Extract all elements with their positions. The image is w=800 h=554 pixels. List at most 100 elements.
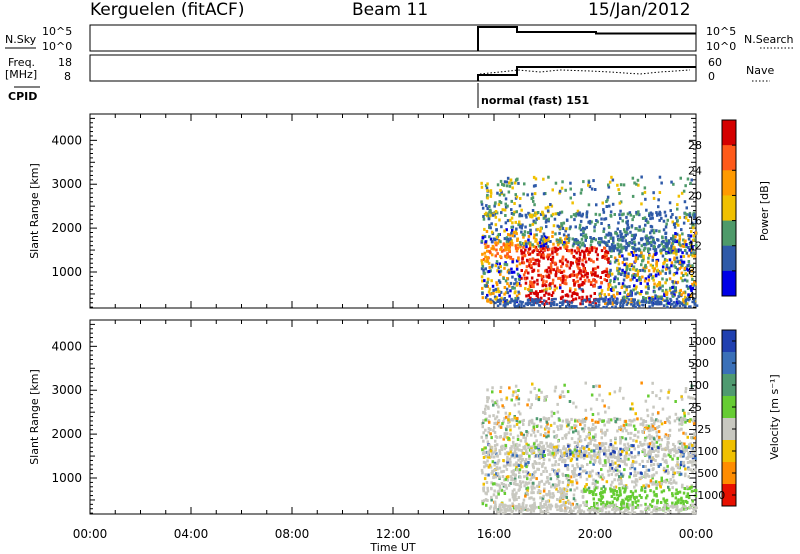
echo-cell <box>529 291 532 295</box>
echo-cell <box>584 233 588 237</box>
echo-cell <box>571 261 574 265</box>
echo-cell <box>633 243 637 247</box>
echo-cell <box>568 420 571 424</box>
echo-cell <box>603 446 607 450</box>
echo-cell <box>608 273 612 277</box>
echo-cell <box>491 253 494 257</box>
echo-cell <box>671 492 674 496</box>
echo-cell <box>603 452 606 456</box>
echo-cell <box>550 268 554 271</box>
echo-cell <box>648 214 651 217</box>
echo-cell <box>595 509 598 512</box>
echo-cell <box>540 390 543 394</box>
echo-cell <box>481 279 484 283</box>
echo-cell <box>565 424 569 428</box>
echo-cell <box>642 227 646 231</box>
echo-cell <box>521 223 524 227</box>
echo-cell <box>675 464 678 468</box>
echo-cell <box>600 281 603 285</box>
echo-cell <box>525 245 528 249</box>
echo-cell <box>617 238 621 242</box>
echo-cell <box>576 505 579 509</box>
echo-cell <box>570 294 574 298</box>
echo-cell <box>549 301 553 305</box>
echo-cell <box>504 202 507 206</box>
echo-cell <box>541 453 545 457</box>
echo-cell <box>543 503 546 506</box>
echo-cell <box>654 253 657 256</box>
echo-cell <box>502 437 505 441</box>
echo-cell <box>619 209 622 213</box>
echo-cell <box>570 457 574 461</box>
echo-cell <box>518 225 522 229</box>
echo-cell <box>498 503 502 507</box>
echo-cell <box>529 232 532 236</box>
echo-cell <box>595 305 598 308</box>
echo-cell <box>693 238 696 242</box>
echo-cell <box>633 418 636 422</box>
velocity-colorbar-label: Velocity [m s⁻¹] <box>768 374 781 459</box>
echo-cell <box>571 292 575 295</box>
echo-cell <box>502 406 506 409</box>
echo-cell <box>495 435 499 439</box>
echo-cell <box>574 280 577 284</box>
echo-cell <box>491 263 494 267</box>
echo-cell <box>486 489 490 493</box>
echo-cell <box>565 433 568 437</box>
echo-cell <box>516 438 520 441</box>
echo-cell <box>497 511 500 515</box>
echo-cell <box>662 497 665 501</box>
echo-cell <box>686 302 689 306</box>
echo-cell <box>630 303 633 306</box>
echo-cell <box>510 212 514 215</box>
echo-cell <box>613 416 616 420</box>
echo-cell <box>542 216 546 220</box>
echo-cell <box>574 419 577 423</box>
echo-cell <box>504 279 508 283</box>
echo-cell <box>686 177 690 181</box>
echo-cell <box>643 186 647 190</box>
echo-cell <box>680 441 684 445</box>
echo-cell <box>510 199 513 203</box>
echo-cell <box>528 258 532 262</box>
echo-cell <box>524 225 527 229</box>
echo-cell <box>652 228 655 232</box>
echo-cell <box>578 256 581 260</box>
echo-cell <box>555 286 559 290</box>
echo-cell <box>498 200 501 204</box>
echo-cell <box>513 474 517 478</box>
echo-cell <box>676 267 679 271</box>
echo-cell <box>565 237 569 240</box>
echo-cell <box>694 220 698 224</box>
echo-cell <box>596 480 599 484</box>
echo-cell <box>532 430 536 434</box>
echo-cell <box>481 471 484 475</box>
echo-cell <box>638 494 641 498</box>
echo-cell <box>608 248 612 251</box>
echo-cell <box>672 480 676 484</box>
echo-cell <box>647 468 651 472</box>
echo-cell <box>500 470 503 474</box>
echo-cell <box>565 476 569 480</box>
echo-cell <box>511 275 514 279</box>
echo-cell <box>530 448 533 452</box>
echo-cell <box>653 241 657 245</box>
echo-cell <box>646 494 649 498</box>
echo-cell <box>621 282 625 286</box>
echo-cell <box>505 255 509 259</box>
echo-cell <box>689 460 692 464</box>
echo-cell <box>693 281 696 285</box>
echo-cell <box>673 301 676 304</box>
echo-cell <box>608 505 611 508</box>
echo-cell <box>671 475 675 479</box>
echo-cell <box>567 239 571 243</box>
echo-cell <box>669 505 672 508</box>
echo-cell <box>669 249 672 253</box>
echo-cell <box>684 184 687 188</box>
echo-cell <box>579 191 583 195</box>
echo-cell <box>620 505 624 509</box>
echo-cell <box>542 253 545 257</box>
echo-cell <box>624 419 627 423</box>
echo-cell <box>584 450 588 454</box>
echo-cell <box>649 263 653 267</box>
